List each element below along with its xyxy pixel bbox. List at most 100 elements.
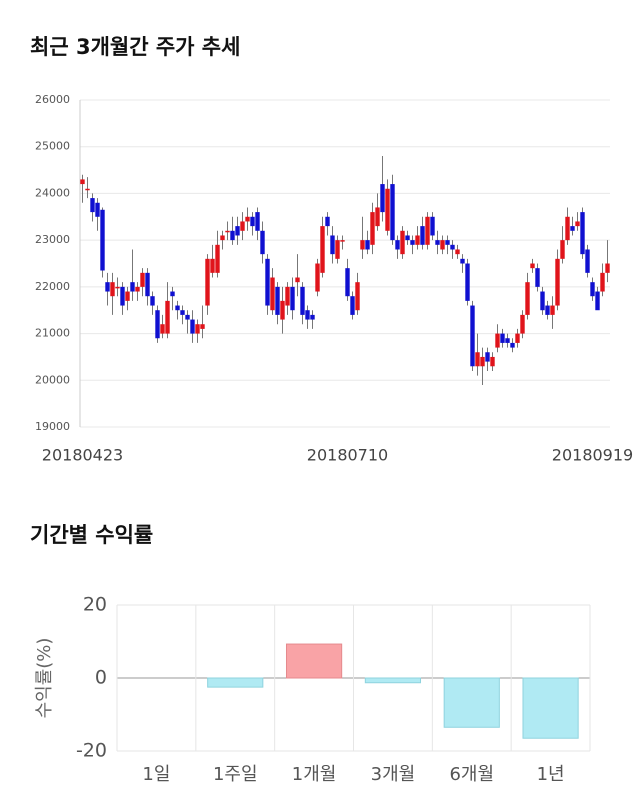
candle-body	[450, 244, 455, 250]
candle-body	[295, 277, 300, 283]
y-tick-label: 21000	[35, 327, 70, 340]
candle-body	[300, 286, 305, 315]
x-tick-label: 20180710	[307, 446, 388, 465]
candle-body	[315, 263, 320, 292]
candle-body	[345, 268, 350, 297]
candle-body	[195, 324, 200, 334]
candle-body	[445, 240, 450, 245]
candle-body	[170, 291, 175, 297]
bar	[285, 643, 343, 679]
candle-body	[220, 235, 225, 241]
bar	[364, 677, 422, 684]
candle-body	[305, 310, 310, 320]
candle-body	[455, 249, 460, 255]
candle-body	[320, 226, 325, 273]
candle-body	[285, 286, 290, 306]
bar	[443, 677, 500, 728]
candle-body	[290, 286, 295, 311]
y-tick-label: 20	[83, 594, 107, 616]
candle-body	[420, 226, 425, 245]
candle-body	[400, 230, 405, 255]
candle-body	[605, 263, 610, 273]
candle-body	[410, 240, 415, 245]
candle-body	[530, 263, 535, 269]
candle-body	[275, 286, 280, 315]
candle-body	[200, 324, 205, 329]
x-tick-label: 20180423	[42, 446, 123, 465]
x-tick-label: 1개월	[292, 764, 337, 785]
candle-body	[355, 282, 360, 311]
candle-body	[280, 300, 285, 320]
candle-body	[465, 263, 470, 301]
candle-body	[160, 324, 165, 334]
x-tick-label: 6개월	[449, 764, 494, 785]
candle-body	[375, 207, 380, 227]
candle-body	[185, 314, 190, 320]
candle-body	[390, 184, 395, 241]
candle-body	[385, 188, 390, 231]
candle-body	[460, 258, 465, 264]
y-tick-label: 26000	[35, 93, 70, 106]
candle-body	[395, 240, 400, 250]
y-tick-label: 19000	[35, 420, 70, 433]
candle-body	[425, 216, 430, 245]
candle-body	[490, 356, 495, 367]
candle-body	[115, 286, 120, 289]
y-tick-label: 22000	[35, 280, 70, 293]
candle-body	[555, 258, 560, 306]
candle-body	[130, 282, 135, 292]
candle-body	[380, 184, 385, 213]
y-tick-label: 0	[95, 667, 107, 689]
candle-body	[210, 258, 215, 273]
candle-body	[485, 352, 490, 362]
candle-body	[85, 188, 90, 191]
candle-body	[135, 286, 140, 292]
candle-body	[145, 272, 150, 297]
candle-body	[505, 338, 510, 343]
candle-body	[475, 352, 480, 367]
y-tick-label: 24000	[35, 186, 70, 199]
candle-body	[335, 240, 340, 259]
candle-body	[155, 310, 160, 339]
y-tick-label: 20000	[35, 373, 70, 386]
candle-body	[110, 282, 115, 297]
candle-body	[190, 319, 195, 334]
candle-body	[120, 286, 125, 306]
candle-body	[310, 314, 315, 320]
candle-body	[150, 296, 155, 306]
candle-body	[265, 258, 270, 306]
candle-body	[105, 282, 110, 292]
x-tick-label: 3개월	[371, 764, 416, 785]
candle-body	[165, 300, 170, 334]
candle-body	[125, 291, 130, 301]
candle-body	[370, 212, 375, 245]
candle-body	[495, 333, 500, 348]
candle-body	[520, 314, 525, 334]
candle-body	[325, 216, 330, 227]
y-tick-label: 23000	[35, 233, 70, 246]
bar	[207, 677, 264, 688]
candle-body	[415, 235, 420, 245]
candle-body	[235, 226, 240, 236]
candle-body	[540, 291, 545, 311]
candle-body	[270, 277, 275, 311]
candle-body	[585, 249, 590, 273]
candle-body	[515, 333, 520, 343]
candle-body	[510, 342, 515, 348]
candle-body	[80, 179, 85, 185]
candle-body	[175, 305, 180, 311]
candle-body	[245, 216, 250, 222]
candle-body	[535, 268, 540, 287]
candle-body	[250, 216, 255, 227]
candle-body	[140, 272, 145, 287]
candle-body	[180, 310, 185, 315]
candle-body	[350, 296, 355, 315]
candle-body	[500, 333, 505, 343]
y-axis-label: 수익률(%)	[34, 638, 55, 719]
candle-body	[405, 235, 410, 241]
candle-body	[560, 240, 565, 259]
candle-body	[570, 226, 575, 231]
bar	[522, 677, 579, 739]
